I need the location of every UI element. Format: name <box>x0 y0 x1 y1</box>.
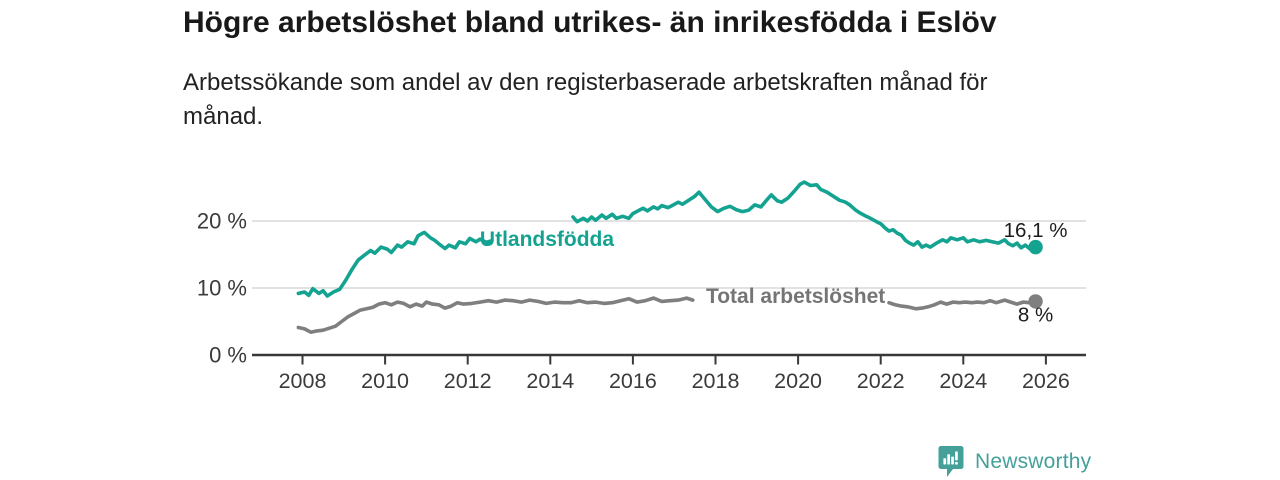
series-line-utlandsfodda <box>571 180 1038 251</box>
series-line-utlandsfodda <box>296 230 493 298</box>
series-line-total <box>296 296 695 335</box>
series-end-dot-utlandsfodda <box>1028 239 1043 255</box>
series-end-value-total: 8 % <box>1018 303 1053 326</box>
x-tick-label: 2016 <box>609 369 657 393</box>
x-tick-label: 2014 <box>526 369 574 393</box>
x-tick-label: 2010 <box>361 369 409 393</box>
bar-chart-speech-bubble-icon <box>938 446 964 477</box>
page-title: Högre arbetslöshet bland utrikes- än inr… <box>183 6 997 39</box>
series-end-value-utlandsfodda: 16,1 % <box>1004 219 1068 242</box>
x-tick-label: 2012 <box>444 369 492 393</box>
header: Högre arbetslöshet bland utrikes- än inr… <box>183 4 1043 134</box>
y-tick-label: 20 % <box>197 209 247 234</box>
brand-footer: Newsworthy <box>938 444 1091 480</box>
x-tick-label: 2020 <box>774 369 822 393</box>
x-tick-label: 2018 <box>692 369 740 393</box>
brand-name: Newsworthy <box>975 450 1092 473</box>
series-end-dot-total <box>1028 294 1043 309</box>
newsworthy-logo-icon <box>938 446 964 477</box>
series-label-utlandsfodda: Utlandsfödda <box>480 228 614 251</box>
x-tick-label: 2008 <box>279 369 327 393</box>
series-line-total <box>887 298 1038 311</box>
y-tick-label: 10 % <box>197 276 247 301</box>
x-tick-label: 2024 <box>939 369 987 393</box>
y-tick-label: 0 % <box>209 343 247 368</box>
x-tick-label: 2026 <box>1022 369 1070 393</box>
chart-subtitle: Arbetssökande som andel av den registerb… <box>183 69 988 130</box>
series-label-total: Total arbetslöshet <box>706 285 885 308</box>
x-tick-label: 2022 <box>857 369 905 393</box>
